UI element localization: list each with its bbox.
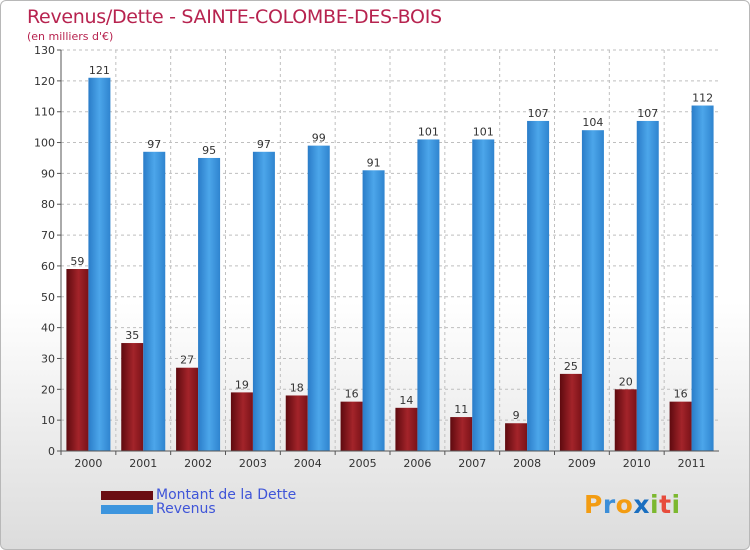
bar-debt xyxy=(121,343,144,451)
bar-revenus xyxy=(252,151,275,452)
logo-letter: r xyxy=(602,490,616,519)
x-tick-label: 2009 xyxy=(568,457,596,470)
bar-revenus xyxy=(198,157,221,451)
data-label-revenus: 107 xyxy=(528,107,549,120)
x-tick-label: 2003 xyxy=(239,457,267,470)
data-label-debt: 18 xyxy=(290,381,304,394)
x-tick-label: 2004 xyxy=(294,457,322,470)
bar-debt xyxy=(395,407,418,451)
logo-letter: x xyxy=(633,490,650,519)
logo-letter: i xyxy=(671,490,681,519)
bar-revenus xyxy=(527,120,550,451)
data-label-debt: 25 xyxy=(564,360,578,373)
x-tick-label: 2008 xyxy=(513,457,541,470)
data-label-revenus: 101 xyxy=(418,125,439,138)
data-label-debt: 14 xyxy=(399,394,413,407)
logo-letter: P xyxy=(584,490,603,519)
bar-debt xyxy=(559,373,582,451)
bar-debt xyxy=(450,417,473,451)
bar-debt xyxy=(66,269,89,451)
grid-lines xyxy=(61,49,719,451)
data-label-revenus: 91 xyxy=(367,156,381,169)
bar-debt xyxy=(669,401,692,451)
bar-revenus xyxy=(143,151,166,452)
x-tick-label: 2006 xyxy=(403,457,431,470)
y-tick-label: 30 xyxy=(41,352,55,365)
data-label-debt: 27 xyxy=(180,354,194,367)
data-label-debt: 19 xyxy=(235,378,249,391)
x-tick-label: 2007 xyxy=(458,457,486,470)
y-tick-label: 20 xyxy=(41,383,55,396)
bar-debt xyxy=(230,392,253,451)
x-tick-label: 2000 xyxy=(74,457,102,470)
bar-revenus xyxy=(472,139,495,451)
chart-title: Revenus/Dette - SAINTE-COLOMBE-DES-BOIS xyxy=(27,6,442,28)
data-label-debt: 35 xyxy=(125,329,139,342)
x-tick-label: 2010 xyxy=(623,457,651,470)
y-tick-label: 100 xyxy=(34,137,55,150)
bar-revenus xyxy=(88,77,111,451)
bar-revenus xyxy=(417,139,440,451)
y-tick-label: 130 xyxy=(34,44,55,57)
bar-debt xyxy=(340,401,363,451)
y-tick-label: 50 xyxy=(41,291,55,304)
y-tick-label: 70 xyxy=(41,229,55,242)
x-tick-label: 2005 xyxy=(349,457,377,470)
legend-item-revenus: Revenus xyxy=(101,501,216,517)
legend-item-debt: Montant de la Dette xyxy=(101,487,296,503)
y-tick-label: 110 xyxy=(34,106,55,119)
y-tick-label: 90 xyxy=(41,167,55,180)
bars xyxy=(66,77,714,452)
data-labels: 59 121 35 97 27 95 19 97 18 99 16 91 14 101 11 101 9 107 2… xyxy=(70,64,713,422)
data-label-revenus: 101 xyxy=(473,125,494,138)
legend-label-revenus: Revenus xyxy=(156,501,216,517)
proxiti-logo: Proxiti xyxy=(584,490,681,519)
data-label-revenus: 97 xyxy=(257,138,271,151)
y-tick-label: 10 xyxy=(41,414,55,427)
logo-letter: i xyxy=(650,490,660,519)
legend-swatch-debt xyxy=(101,490,153,500)
bar-debt xyxy=(285,395,308,451)
chart-subtitle: (en milliers d'€) xyxy=(27,30,114,43)
bar-debt xyxy=(176,367,199,451)
x-tick-label: 2002 xyxy=(184,457,212,470)
data-label-debt: 9 xyxy=(513,409,520,422)
bar-revenus xyxy=(581,130,604,451)
legend-label-debt: Montant de la Dette xyxy=(156,487,297,503)
axes: 0 10 20 30 40 50 60 70 80 90 100 110 120 130 2000 2001 2… xyxy=(34,44,719,470)
y-tick-label: 40 xyxy=(41,322,55,335)
bar-revenus xyxy=(691,105,714,452)
data-label-revenus: 97 xyxy=(147,138,161,151)
bar-debt xyxy=(614,389,637,451)
y-tick-label: 80 xyxy=(41,198,55,211)
logo-letter: t xyxy=(659,490,672,519)
bar-debt xyxy=(505,423,528,451)
data-label-revenus: 107 xyxy=(637,107,658,120)
x-tick-label: 2011 xyxy=(678,457,706,470)
y-tick-label: 120 xyxy=(34,75,55,88)
legend-swatch-revenus xyxy=(101,504,153,514)
data-label-revenus: 121 xyxy=(89,64,110,77)
y-tick-label: 0 xyxy=(48,445,55,458)
data-label-revenus: 99 xyxy=(312,132,326,145)
data-label-revenus: 112 xyxy=(692,92,713,105)
data-label-debt: 16 xyxy=(674,388,688,401)
data-label-debt: 16 xyxy=(345,388,359,401)
data-label-debt: 59 xyxy=(70,255,84,268)
logo-letter: o xyxy=(615,490,634,519)
x-tick-label: 2001 xyxy=(129,457,157,470)
data-label-revenus: 95 xyxy=(202,144,216,157)
bar-revenus xyxy=(362,170,385,452)
data-label-debt: 11 xyxy=(454,403,468,416)
bar-revenus xyxy=(307,145,330,451)
data-label-revenus: 104 xyxy=(582,116,603,129)
y-tick-label: 60 xyxy=(41,260,55,273)
bar-revenus xyxy=(636,120,659,451)
data-label-debt: 20 xyxy=(619,375,633,388)
